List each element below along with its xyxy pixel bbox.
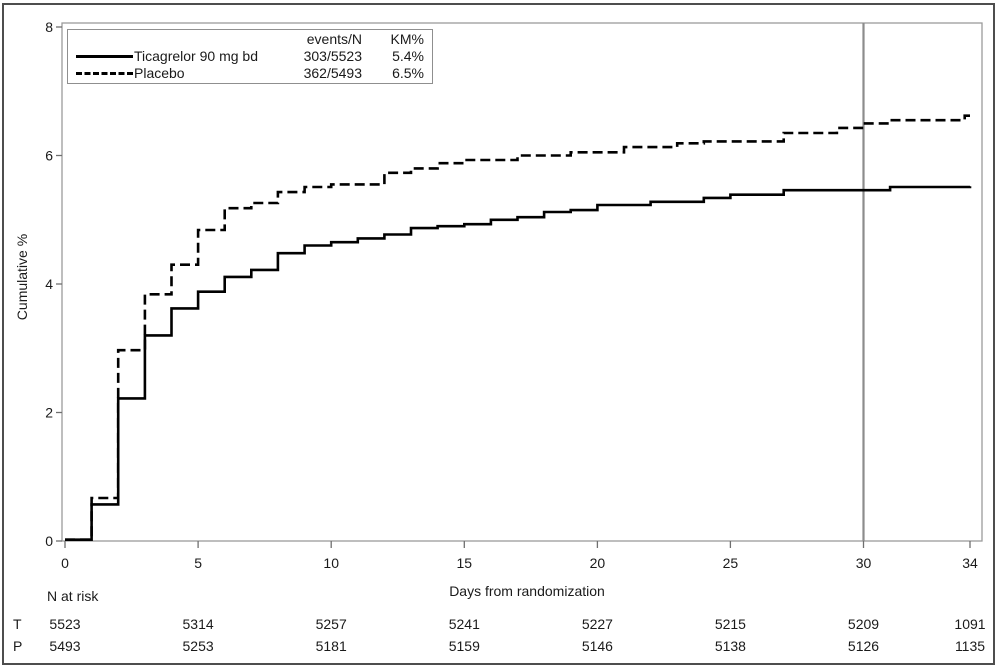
x-axis-title: Days from randomization (449, 583, 605, 599)
n-at-risk-label: N at risk (47, 588, 99, 604)
ticagrelor-solid-line-sample (76, 55, 133, 58)
plot-frame (61, 22, 983, 542)
n-at-risk-value-t: 5257 (316, 616, 347, 632)
legend-km-ticagrelor: 5.4% (392, 48, 424, 64)
x-tick-label: 10 (323, 555, 339, 571)
n-at-risk-value-p: 5138 (715, 638, 746, 654)
n-at-risk-value-t: 5227 (582, 616, 613, 632)
n-at-risk-value-t: 5523 (49, 616, 80, 632)
legend-events-header: events/N (306, 31, 362, 47)
legend-km-header: KM% (390, 31, 424, 47)
n-at-risk-value-p: 5493 (49, 638, 80, 654)
x-tick-label: 15 (457, 555, 473, 571)
risk-row-label-p: P (13, 638, 22, 654)
n-at-risk-value-t: 5241 (449, 616, 480, 632)
legend-row-placebo: Placebo 362/5493 6.5% (68, 65, 432, 82)
x-tick-label: 0 (61, 555, 69, 571)
x-tick-label: 30 (856, 555, 872, 571)
y-tick-label: 4 (45, 276, 53, 292)
legend-label-placebo: Placebo (134, 65, 185, 81)
ticagrelor-curve (65, 185, 972, 541)
legend-km-placebo: 6.5% (392, 65, 424, 81)
x-tick-label: 34 (962, 555, 978, 571)
n-at-risk-value-t: 5215 (715, 616, 746, 632)
n-at-risk-value-t: 1091 (954, 616, 985, 632)
n-at-risk-value-p: 5126 (848, 638, 879, 654)
y-tick-label: 2 (45, 405, 53, 421)
legend-header-row: events/N KM% (68, 31, 432, 48)
placebo-curve (65, 114, 970, 541)
x-tick-label: 25 (723, 555, 739, 571)
y-tick-label: 8 (45, 19, 53, 35)
y-tick-label: 6 (45, 148, 53, 164)
y-axis-title: Cumulative % (14, 234, 30, 320)
n-at-risk-value-p: 5146 (582, 638, 613, 654)
placebo-dashed-line-sample (76, 72, 133, 75)
y-tick-label: 0 (45, 533, 53, 549)
n-at-risk-value-p: 5181 (316, 638, 347, 654)
x-tick-label: 20 (590, 555, 606, 571)
n-at-risk-value-p: 5253 (183, 638, 214, 654)
legend-events-placebo: 362/5493 (303, 65, 362, 81)
n-at-risk-value-t: 5209 (848, 616, 879, 632)
legend-events-ticagrelor: 303/5523 (303, 48, 362, 64)
legend-box: events/N KM% Ticagrelor 90 mg bd 303/552… (67, 29, 433, 84)
n-at-risk-value-t: 5314 (183, 616, 214, 632)
legend-label-ticagrelor: Ticagrelor 90 mg bd (134, 48, 258, 64)
x-tick-label: 5 (194, 555, 202, 571)
n-at-risk-value-p: 1135 (955, 638, 985, 654)
risk-row-label-t: T (13, 616, 22, 632)
n-at-risk-value-p: 5159 (449, 638, 480, 654)
legend-row-ticagrelor: Ticagrelor 90 mg bd 303/5523 5.4% (68, 48, 432, 65)
